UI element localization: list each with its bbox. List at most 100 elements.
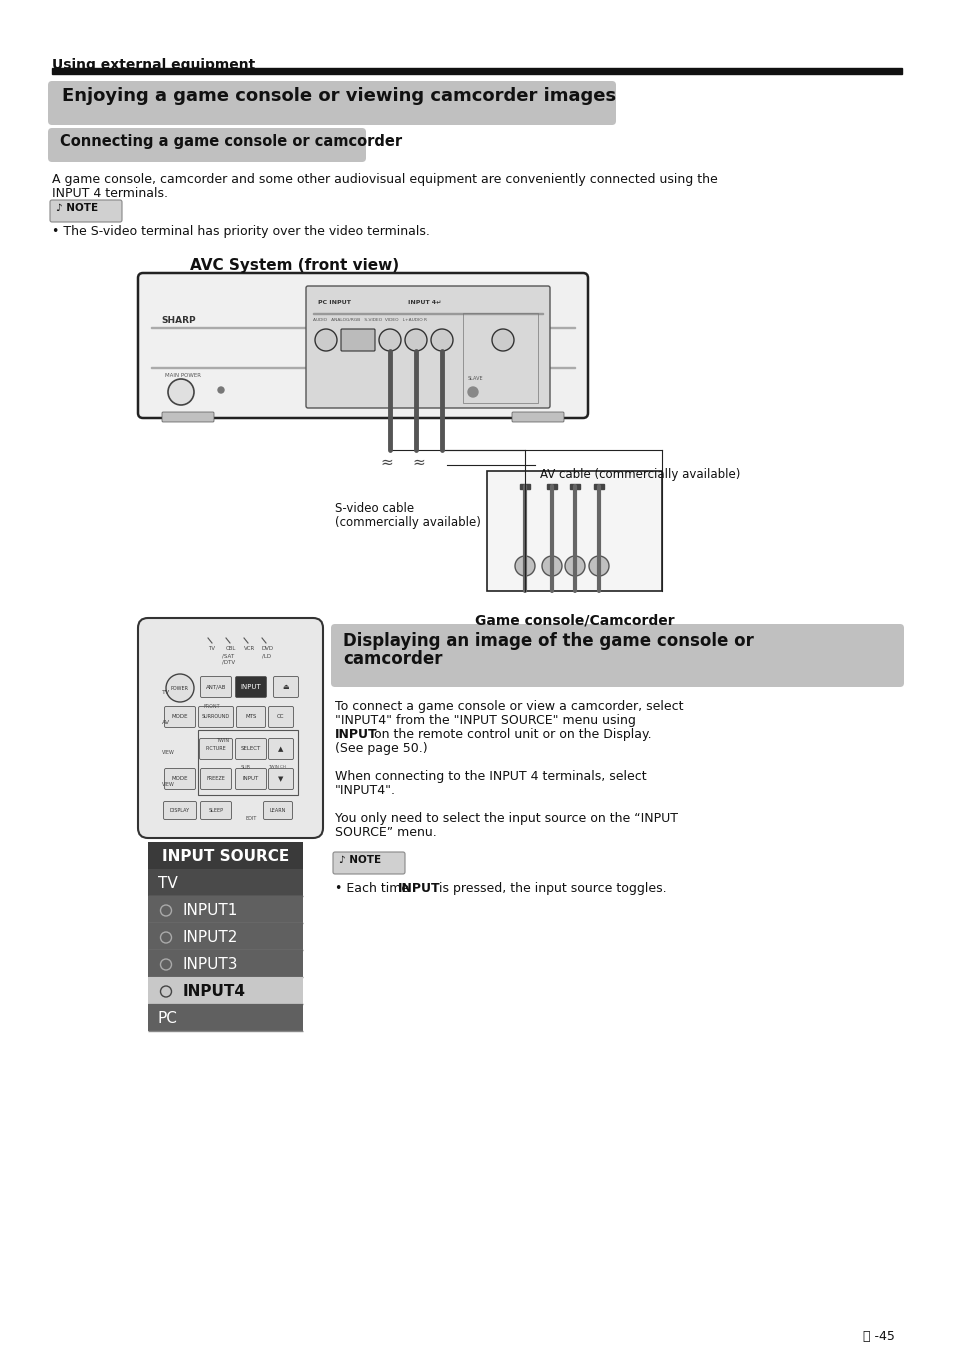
FancyBboxPatch shape (138, 617, 323, 838)
FancyBboxPatch shape (331, 624, 903, 688)
Circle shape (160, 959, 172, 970)
Text: MTS: MTS (245, 715, 256, 720)
Text: FRONT: FRONT (204, 704, 220, 709)
Text: CC: CC (277, 715, 284, 720)
Bar (569, 484, 579, 489)
FancyBboxPatch shape (340, 330, 375, 351)
FancyBboxPatch shape (268, 769, 294, 789)
Circle shape (160, 905, 172, 916)
FancyBboxPatch shape (235, 769, 266, 789)
Text: PICTURE: PICTURE (206, 747, 226, 751)
FancyBboxPatch shape (235, 739, 266, 759)
Bar (52, 68, 901, 74)
Text: SUB: SUB (241, 765, 251, 770)
FancyBboxPatch shape (306, 286, 550, 408)
Text: VIEW: VIEW (162, 750, 174, 755)
Text: MODE: MODE (172, 715, 188, 720)
Bar (148, 1004, 303, 1031)
FancyBboxPatch shape (274, 677, 298, 697)
Text: Game console/Camcorder: Game console/Camcorder (475, 613, 674, 627)
Bar (148, 842, 303, 869)
Text: AV: AV (162, 720, 170, 725)
Circle shape (431, 330, 453, 351)
Bar (462, 313, 537, 403)
Text: INPUT3: INPUT3 (183, 957, 238, 971)
Text: FREEZE: FREEZE (207, 777, 225, 781)
Text: TV: TV (158, 875, 177, 892)
Text: SURROUND: SURROUND (202, 715, 230, 720)
Text: DISPLAY: DISPLAY (170, 808, 190, 813)
FancyBboxPatch shape (48, 128, 366, 162)
Text: You only need to select the input source on the “INPUT: You only need to select the input source… (335, 812, 678, 825)
Circle shape (166, 674, 193, 703)
Bar (148, 869, 303, 896)
Circle shape (168, 380, 193, 405)
Text: SHARP: SHARP (161, 316, 195, 326)
Text: camcorder: camcorder (343, 650, 442, 667)
Text: Using external equipment: Using external equipment (52, 58, 255, 72)
Text: INPUT: INPUT (243, 777, 259, 781)
Bar (546, 484, 557, 489)
Text: is pressed, the input source toggles.: is pressed, the input source toggles. (435, 882, 666, 894)
Text: Connecting a game console or camcorder: Connecting a game console or camcorder (60, 134, 402, 149)
Circle shape (564, 557, 584, 576)
Text: "INPUT4" from the "INPUT SOURCE" menu using: "INPUT4" from the "INPUT SOURCE" menu us… (335, 713, 636, 727)
Text: VIEW: VIEW (162, 782, 174, 788)
Text: TWIN CH: TWIN CH (268, 765, 286, 769)
Circle shape (541, 557, 561, 576)
Text: INPUT 4 terminals.: INPUT 4 terminals. (52, 186, 168, 200)
Text: INPUT: INPUT (397, 882, 440, 894)
Text: ≈: ≈ (379, 455, 393, 470)
Text: ♪ NOTE: ♪ NOTE (56, 203, 98, 213)
FancyBboxPatch shape (164, 707, 195, 727)
Text: /SAT: /SAT (222, 653, 233, 658)
Text: VCR: VCR (244, 646, 255, 651)
FancyBboxPatch shape (263, 801, 293, 820)
Circle shape (160, 932, 172, 943)
FancyBboxPatch shape (162, 412, 213, 422)
Text: Ⓒ -45: Ⓒ -45 (862, 1329, 894, 1343)
Text: POWER: POWER (171, 685, 189, 690)
FancyBboxPatch shape (512, 412, 563, 422)
Circle shape (492, 330, 514, 351)
Text: ▲: ▲ (278, 746, 283, 753)
Text: ♪ NOTE: ♪ NOTE (338, 855, 381, 865)
Circle shape (314, 330, 336, 351)
Text: INPUT1: INPUT1 (183, 902, 238, 917)
FancyBboxPatch shape (235, 677, 266, 697)
Circle shape (405, 330, 427, 351)
Circle shape (588, 557, 608, 576)
Bar (148, 950, 303, 977)
Text: EDIT: EDIT (246, 816, 257, 821)
Text: SLAVE: SLAVE (468, 376, 483, 381)
Bar (486, 471, 661, 590)
Text: • The S-video terminal has priority over the video terminals.: • The S-video terminal has priority over… (52, 226, 430, 238)
FancyBboxPatch shape (200, 801, 232, 820)
FancyBboxPatch shape (198, 707, 233, 727)
Text: CBL: CBL (226, 646, 236, 651)
Text: INPUT: INPUT (335, 728, 377, 740)
Text: S-video cable: S-video cable (335, 503, 414, 515)
Text: on the remote control unit or on the Display.: on the remote control unit or on the Dis… (370, 728, 651, 740)
FancyBboxPatch shape (164, 769, 195, 789)
Text: INPUT: INPUT (240, 684, 261, 690)
Text: INPUT SOURCE: INPUT SOURCE (162, 848, 289, 865)
Circle shape (378, 330, 400, 351)
Text: INPUT2: INPUT2 (183, 929, 238, 944)
Text: ≈: ≈ (412, 455, 424, 470)
Text: SLEEP: SLEEP (209, 808, 223, 813)
Text: DVD: DVD (262, 646, 274, 651)
Circle shape (218, 386, 224, 393)
Bar (519, 484, 530, 489)
Text: To connect a game console or view a camcorder, select: To connect a game console or view a camc… (335, 700, 682, 713)
Text: AV cable (commercially available): AV cable (commercially available) (539, 467, 740, 481)
Text: "INPUT4".: "INPUT4". (335, 784, 395, 797)
Text: Displaying an image of the game console or: Displaying an image of the game console … (343, 632, 753, 650)
FancyBboxPatch shape (268, 707, 294, 727)
Text: TWIN: TWIN (216, 738, 230, 743)
Text: TV: TV (162, 690, 170, 694)
Text: MODE: MODE (172, 777, 188, 781)
Circle shape (160, 986, 172, 997)
Text: INPUT 4↵: INPUT 4↵ (408, 300, 441, 305)
FancyBboxPatch shape (163, 801, 196, 820)
